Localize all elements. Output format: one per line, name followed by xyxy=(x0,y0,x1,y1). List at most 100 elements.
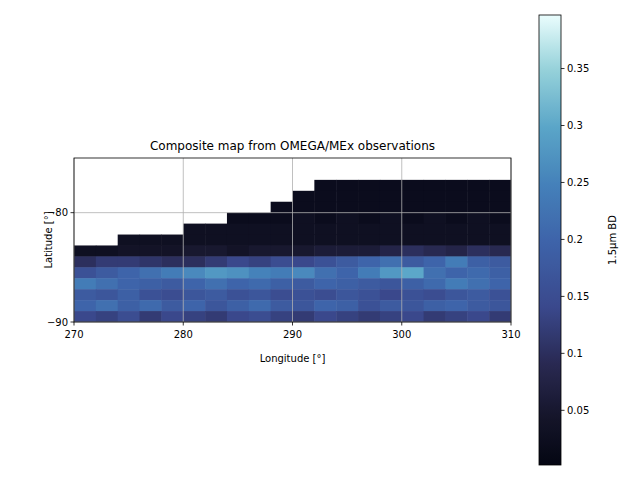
cell xyxy=(402,300,424,311)
colorbar-tick-label: 0.15 xyxy=(567,291,589,302)
cell xyxy=(358,278,380,289)
cell xyxy=(380,191,402,202)
cell xyxy=(183,289,205,300)
cell xyxy=(118,245,140,256)
x-tick-label: 270 xyxy=(64,329,83,340)
cell xyxy=(402,278,424,289)
cell xyxy=(249,267,271,278)
cell xyxy=(336,289,358,300)
cell xyxy=(183,278,205,289)
cell xyxy=(161,267,183,278)
cell xyxy=(314,213,336,224)
cell xyxy=(358,224,380,235)
x-axis-label: Longitude [°] xyxy=(260,353,326,364)
x-tick xyxy=(183,322,184,326)
cell xyxy=(314,300,336,311)
cell xyxy=(424,311,446,322)
cell xyxy=(96,311,118,322)
cell xyxy=(205,235,227,246)
cell xyxy=(314,256,336,267)
cell xyxy=(380,224,402,235)
cell xyxy=(205,224,227,235)
cell xyxy=(489,235,511,246)
cell xyxy=(424,289,446,300)
x-tick-label: 310 xyxy=(501,329,520,340)
cell xyxy=(402,311,424,322)
cell xyxy=(271,278,293,289)
cell xyxy=(358,191,380,202)
cell xyxy=(380,311,402,322)
cell xyxy=(249,311,271,322)
cell xyxy=(271,235,293,246)
cell xyxy=(402,213,424,224)
cell xyxy=(380,180,402,191)
x-tick-label: 300 xyxy=(392,329,411,340)
cell xyxy=(249,224,271,235)
cell xyxy=(161,289,183,300)
cell xyxy=(205,289,227,300)
cell xyxy=(336,191,358,202)
cell xyxy=(402,289,424,300)
cell xyxy=(467,245,489,256)
cell xyxy=(74,300,96,311)
cell xyxy=(140,311,162,322)
colorbar-tick-label: 0.05 xyxy=(567,405,589,416)
cell xyxy=(336,235,358,246)
cell xyxy=(467,213,489,224)
cell xyxy=(336,245,358,256)
cell xyxy=(358,289,380,300)
plot-frame xyxy=(74,158,511,322)
cell xyxy=(314,202,336,213)
cell xyxy=(380,213,402,224)
cell xyxy=(314,267,336,278)
cell xyxy=(445,180,467,191)
cell xyxy=(271,245,293,256)
cell xyxy=(489,300,511,311)
cell xyxy=(358,300,380,311)
cell xyxy=(489,278,511,289)
cell xyxy=(271,311,293,322)
cell xyxy=(402,267,424,278)
cell xyxy=(271,267,293,278)
cell xyxy=(96,289,118,300)
cell xyxy=(227,300,249,311)
cell xyxy=(293,213,315,224)
cell xyxy=(467,289,489,300)
colorbar-tick-label: 0.2 xyxy=(567,234,583,245)
cell xyxy=(161,256,183,267)
cell xyxy=(445,245,467,256)
cell xyxy=(445,278,467,289)
cell xyxy=(271,202,293,213)
cell xyxy=(96,300,118,311)
x-tick xyxy=(401,322,402,326)
cell xyxy=(74,278,96,289)
cell xyxy=(424,267,446,278)
cell xyxy=(445,267,467,278)
cell xyxy=(205,245,227,256)
cell xyxy=(183,311,205,322)
colorbar-tick-label: 0.25 xyxy=(567,177,589,188)
cell xyxy=(489,202,511,213)
cell xyxy=(118,300,140,311)
cell xyxy=(380,300,402,311)
colorbar-tick xyxy=(561,68,565,69)
cell xyxy=(205,300,227,311)
colorbar-tick xyxy=(561,125,565,126)
cell xyxy=(140,267,162,278)
cell xyxy=(489,256,511,267)
colorbar-tick-label: 0.3 xyxy=(567,120,583,131)
grid-line xyxy=(401,158,402,322)
cell xyxy=(336,256,358,267)
cell xyxy=(314,278,336,289)
cell xyxy=(118,311,140,322)
figure: 270280290300310−90−80Composite map from … xyxy=(0,0,640,480)
cell xyxy=(380,289,402,300)
cell xyxy=(467,224,489,235)
cell xyxy=(358,245,380,256)
cell xyxy=(74,267,96,278)
colorbar-tick xyxy=(561,410,565,411)
cell xyxy=(402,191,424,202)
cell xyxy=(424,191,446,202)
cell xyxy=(74,311,96,322)
cell xyxy=(183,300,205,311)
